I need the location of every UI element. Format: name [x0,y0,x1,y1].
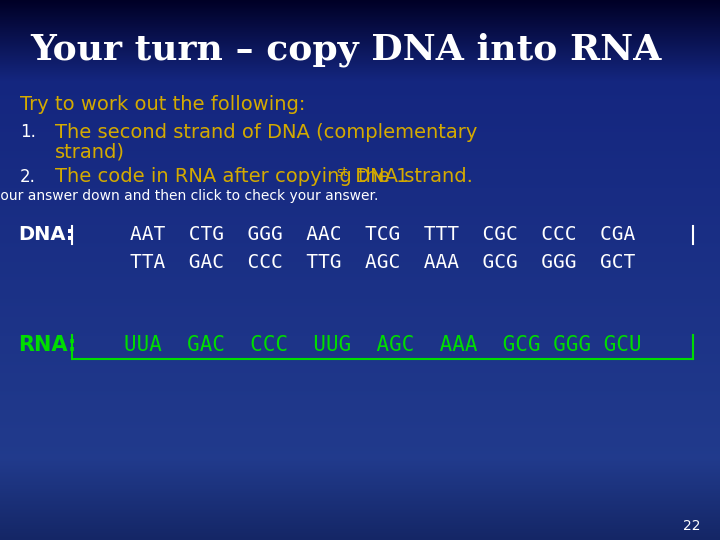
Text: 22: 22 [683,519,700,533]
Text: AAT  CTG  GGG  AAC  TCG  TTT  CGC  CCC  CGA: AAT CTG GGG AAC TCG TTT CGC CCC CGA [130,226,636,245]
Text: The second strand of DNA (complementary: The second strand of DNA (complementary [55,123,477,141]
Text: 1.: 1. [20,123,36,141]
Text: 2.: 2. [20,168,36,186]
Text: TTA  GAC  CCC  TTG  AGC  AAA  GCG  GGG  GCT: TTA GAC CCC TTG AGC AAA GCG GGG GCT [130,253,636,272]
Text: Your turn – copy DNA into RNA: Your turn – copy DNA into RNA [30,33,662,68]
Text: Try to work out the following:: Try to work out the following: [20,94,305,113]
Text: strand): strand) [55,143,125,161]
Text: UUA  GAC  CCC  UUG  AGC  AAA  GCG GGG GCU: UUA GAC CCC UUG AGC AAA GCG GGG GCU [124,335,642,355]
Text: DNA strand.: DNA strand. [348,167,472,186]
Text: Write your answer down and then click to check your answer.: Write your answer down and then click to… [0,189,379,203]
Text: The code in RNA after copying the 1: The code in RNA after copying the 1 [55,167,408,186]
Text: DNA:: DNA: [18,226,73,245]
Text: RNA:: RNA: [18,335,76,355]
Text: st: st [336,165,347,179]
